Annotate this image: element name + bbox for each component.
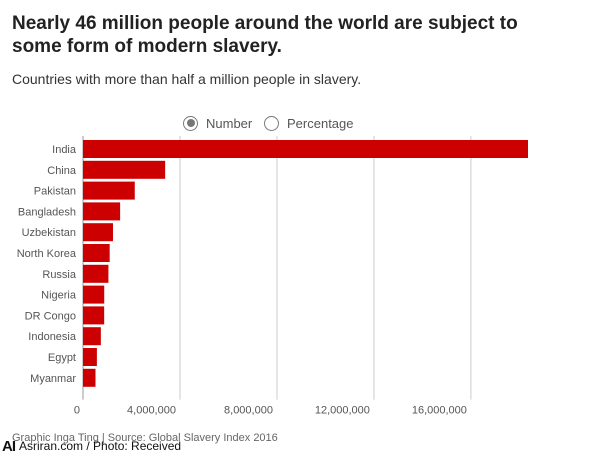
bar xyxy=(83,202,121,221)
bar-chart: India China Pakistan Bangladesh Uzbekistan No… xyxy=(17,136,528,416)
category-label: Uzbekistan xyxy=(22,227,76,239)
bar xyxy=(83,160,166,179)
bar xyxy=(83,181,135,200)
category-label: Myanmar xyxy=(30,373,76,385)
tick-label: 0 xyxy=(74,405,80,416)
tick-label: 12,000,000 xyxy=(315,405,370,416)
category-label: Pakistan xyxy=(34,186,76,198)
percentage-radio-icon[interactable] xyxy=(264,115,279,131)
bar xyxy=(83,244,110,262)
bar xyxy=(83,306,105,325)
bar xyxy=(83,223,113,242)
watermark: AI Asriran.com / Photo: Received xyxy=(2,436,181,456)
number-toggle[interactable]: Number xyxy=(183,113,252,133)
radio-selected-dot xyxy=(186,119,195,127)
category-label: Russia xyxy=(42,269,77,281)
number-toggle-label: Number xyxy=(206,115,253,131)
category-label: DR Congo xyxy=(25,310,76,322)
watermark-text: Asriran.com / Photo: Received xyxy=(19,439,182,453)
category-label: Indonesia xyxy=(28,331,77,343)
category-label: Egypt xyxy=(48,352,76,364)
category-label: Nigeria xyxy=(41,290,77,302)
tick-label: 8,000,000 xyxy=(224,405,273,416)
chart-subtitle: Countries with more than half a million … xyxy=(12,71,362,87)
category-label: India xyxy=(52,144,77,156)
bar xyxy=(83,368,96,387)
tick-label: 4,000,000 xyxy=(127,405,176,416)
tick-label: 16,000,000 xyxy=(412,405,467,416)
percentage-toggle-label: Percentage xyxy=(287,115,354,131)
number-radio-icon[interactable] xyxy=(183,115,198,131)
source-credit: Graphic Inga Ting | Source: Global Slave… xyxy=(12,432,278,444)
category-label: North Korea xyxy=(17,248,77,260)
category-label: Bangladesh xyxy=(18,206,76,218)
bar xyxy=(83,264,109,283)
bar xyxy=(83,285,105,304)
chart-title: Nearly 46 million people around the worl… xyxy=(12,13,518,57)
bar xyxy=(83,327,101,346)
bar xyxy=(83,140,528,158)
category-label: China xyxy=(47,165,77,177)
asriran-logo: AI xyxy=(2,437,16,455)
bar xyxy=(83,348,97,366)
percentage-toggle[interactable]: Percentage xyxy=(264,113,354,133)
